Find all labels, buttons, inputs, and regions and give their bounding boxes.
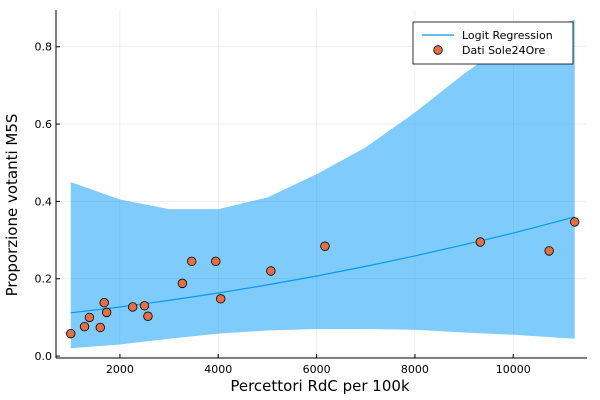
x-tick-label: 10000 bbox=[496, 363, 531, 376]
confidence-band-layer bbox=[70, 19, 575, 349]
data-point bbox=[99, 298, 109, 308]
y-tick-label: 0.8 bbox=[35, 41, 53, 54]
data-point bbox=[139, 301, 150, 311]
data-point bbox=[320, 241, 330, 251]
data-points-layer bbox=[66, 217, 580, 339]
data-point bbox=[266, 266, 276, 276]
data-point bbox=[177, 278, 188, 289]
x-tick-label: 4000 bbox=[204, 363, 232, 376]
x-axis-label: Percettori RdC per 100k bbox=[230, 377, 410, 395]
data-point bbox=[84, 312, 95, 323]
y-ticks: 0.0 0.2 0.4 0.6 0.8 bbox=[35, 41, 60, 363]
data-point bbox=[544, 246, 554, 256]
data-point bbox=[475, 237, 486, 247]
data-point bbox=[127, 302, 138, 312]
data-point bbox=[186, 256, 197, 267]
legend-entry-fit: Logit Regression bbox=[462, 29, 553, 42]
x-tick-label: 2000 bbox=[106, 363, 134, 376]
data-point bbox=[143, 311, 153, 321]
data-point bbox=[101, 307, 112, 318]
x-tick-label: 8000 bbox=[401, 363, 429, 376]
data-point bbox=[570, 217, 580, 227]
y-tick-label: 0.0 bbox=[35, 350, 53, 363]
x-ticks: 2000 4000 6000 8000 10000 bbox=[106, 354, 531, 376]
data-point bbox=[211, 256, 221, 267]
data-point bbox=[66, 328, 76, 339]
y-axis-label: Proporzione votanti M5S bbox=[3, 114, 21, 297]
y-tick-label: 0.6 bbox=[35, 118, 53, 131]
data-point bbox=[216, 294, 226, 304]
legend-box bbox=[412, 21, 574, 65]
legend-entry-data: Dati Sole24Ore bbox=[462, 44, 546, 57]
y-tick-label: 0.4 bbox=[35, 195, 53, 208]
axes bbox=[55, 10, 587, 359]
y-tick-label: 0.2 bbox=[35, 273, 53, 286]
legend-point-swatch bbox=[433, 45, 443, 55]
confidence-band bbox=[70, 19, 575, 349]
legend: Logit Regression Dati Sole24Ore bbox=[412, 21, 574, 65]
data-point bbox=[95, 322, 105, 333]
data-point bbox=[79, 321, 90, 332]
x-tick-label: 6000 bbox=[303, 363, 331, 376]
